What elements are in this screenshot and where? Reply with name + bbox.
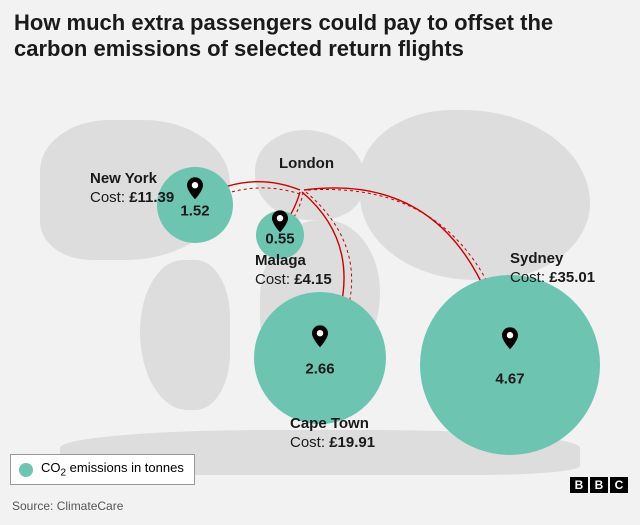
logo-b2: B <box>590 477 608 493</box>
city-cost: Cost: £4.15 <box>255 271 332 290</box>
label-malaga: MalagaCost: £4.15 <box>255 252 332 290</box>
logo-b1: B <box>570 477 588 493</box>
pin-icon <box>312 325 328 347</box>
city-name: New York <box>90 170 174 189</box>
legend: CO2 emissions in tonnes <box>10 454 195 485</box>
label-newyork: New YorkCost: £11.39 <box>90 170 174 208</box>
origin-label: London <box>279 155 334 174</box>
bubble-capetown: 2.66 <box>254 292 386 424</box>
bbc-logo: B B C <box>570 477 628 493</box>
legend-pre: CO <box>41 460 61 475</box>
carbon-offset-chart: How much extra passengers could pay to o… <box>0 0 640 525</box>
co2-value-newyork: 1.52 <box>180 203 209 220</box>
legend-text: CO2 emissions in tonnes <box>41 460 184 479</box>
city-cost: Cost: £19.91 <box>290 434 375 453</box>
city-cost: Cost: £11.39 <box>90 189 174 208</box>
map-area: London 1.52 New YorkCost: £11.39 0.55 Malag… <box>0 70 640 470</box>
co2-value-sydney: 4.67 <box>495 371 524 388</box>
land-sa <box>140 260 230 410</box>
pin-icon <box>187 178 203 200</box>
city-cost: Cost: £35.01 <box>510 269 595 288</box>
source-text: Source: ClimateCare <box>12 499 123 513</box>
chart-title: How much extra passengers could pay to o… <box>14 10 626 63</box>
pin-icon <box>272 210 288 232</box>
legend-swatch <box>19 463 33 477</box>
pin-icon <box>502 327 518 349</box>
label-sydney: SydneyCost: £35.01 <box>510 250 595 288</box>
co2-value-capetown: 2.66 <box>305 360 334 377</box>
land-eu <box>255 130 365 220</box>
label-capetown: Cape TownCost: £19.91 <box>290 415 375 453</box>
city-name: Cape Town <box>290 415 375 434</box>
legend-post: emissions in tonnes <box>66 460 184 475</box>
origin-name: London <box>279 155 334 174</box>
co2-value-malaga: 0.55 <box>265 230 294 247</box>
city-name: Sydney <box>510 250 595 269</box>
bubble-sydney: 4.67 <box>420 275 600 455</box>
logo-c: C <box>610 477 628 493</box>
city-name: Malaga <box>255 252 332 271</box>
